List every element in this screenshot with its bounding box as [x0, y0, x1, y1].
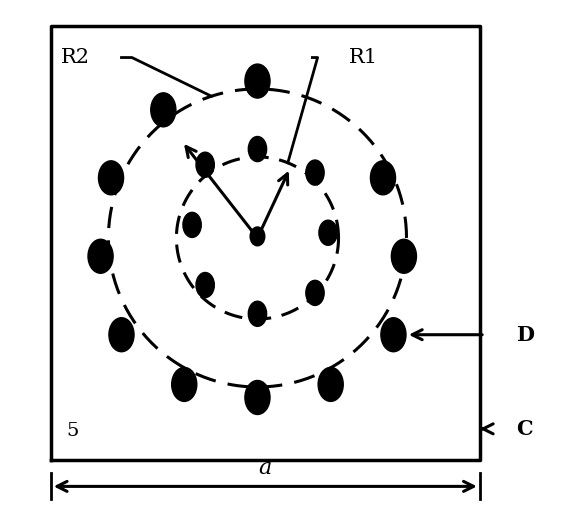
Ellipse shape — [381, 317, 406, 351]
Ellipse shape — [109, 317, 134, 351]
Ellipse shape — [318, 367, 343, 402]
Ellipse shape — [98, 161, 124, 195]
Ellipse shape — [306, 160, 324, 185]
Ellipse shape — [151, 93, 176, 127]
Ellipse shape — [306, 280, 324, 305]
Ellipse shape — [370, 161, 396, 195]
Ellipse shape — [391, 240, 416, 273]
Ellipse shape — [248, 301, 266, 326]
Ellipse shape — [172, 367, 197, 402]
Ellipse shape — [88, 240, 113, 273]
Ellipse shape — [196, 272, 214, 298]
Text: a: a — [259, 457, 272, 479]
Ellipse shape — [319, 220, 337, 245]
Text: R2: R2 — [61, 48, 90, 67]
Ellipse shape — [248, 137, 266, 162]
Text: D: D — [516, 325, 534, 345]
Ellipse shape — [245, 64, 270, 98]
Ellipse shape — [183, 212, 201, 237]
Text: C: C — [516, 419, 533, 439]
Ellipse shape — [245, 381, 270, 414]
Ellipse shape — [250, 227, 265, 246]
Text: 5: 5 — [66, 423, 79, 440]
Ellipse shape — [196, 152, 214, 177]
Text: R1: R1 — [349, 48, 378, 67]
